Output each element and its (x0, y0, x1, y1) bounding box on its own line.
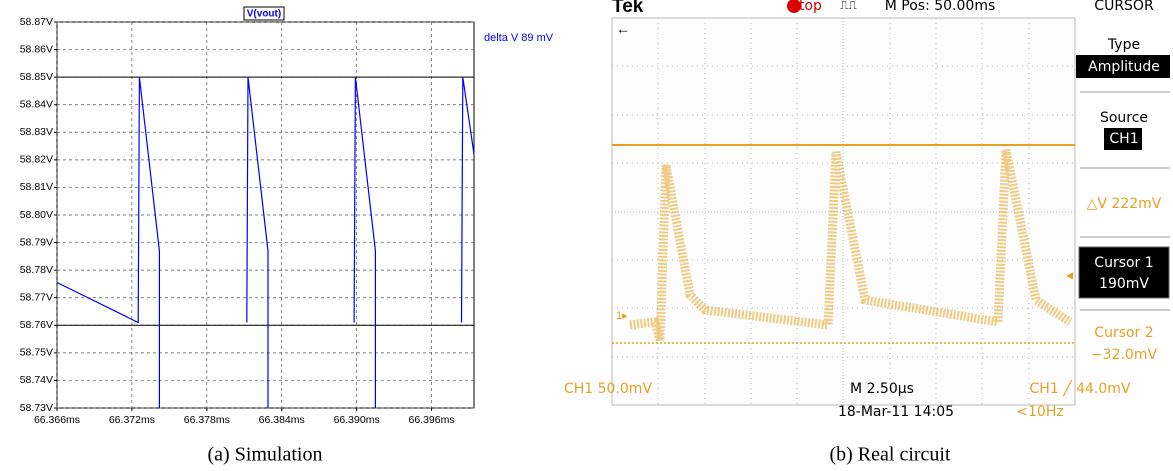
y-tick-label: 58.85V (20, 71, 53, 83)
trigger-pos-marker: ← (616, 21, 630, 37)
menu-value: CH1 (1109, 131, 1138, 147)
y-tick-label: 58.75V (20, 347, 53, 359)
y-tick-label: 58.77V (20, 291, 53, 303)
x-tick-label: 66.384ms (259, 414, 305, 426)
y-tick-label: 58.74V (20, 374, 53, 386)
menu-label: Source (1100, 110, 1148, 126)
menu-title: CURSOR (1094, 0, 1154, 14)
menu-delta: △V 222mV (1087, 196, 1162, 212)
timebase: M 2.50µs (850, 381, 914, 397)
menu-value: −32.0mV (1091, 347, 1158, 363)
acq-icon: ⎍⎍ (840, 0, 857, 12)
y-tick-label: 58.73V (20, 402, 53, 414)
annotation: delta V 89 mV (484, 32, 554, 44)
figure: 1▸ ◂ ← ⎍⎍ Tek Stop M Pos: 50.00ms CURSOR… (0, 0, 1173, 471)
x-tick-label: 66.390ms (334, 414, 380, 426)
caption: (b) Real circuit (829, 444, 950, 466)
menu-label: Cursor 2 (1094, 325, 1153, 341)
menu-label: Type (1107, 37, 1140, 53)
scope-brand: Tek (612, 0, 644, 17)
y-tick-label: 58.86V (20, 43, 53, 55)
y-tick-label: 58.79V (20, 236, 53, 248)
scope-state: Stop (790, 0, 822, 14)
y-tick-label: 58.87V (20, 16, 53, 28)
y-tick-label: 58.82V (20, 154, 53, 166)
date: 18-Mar-11 14:05 (838, 404, 954, 420)
freq: <10Hz (1016, 404, 1063, 420)
y-tick-label: 58.83V (20, 126, 53, 138)
x-tick-label: 66.396ms (408, 414, 454, 426)
menu-label: Cursor 1 (1094, 255, 1153, 271)
x-tick-label: 66.372ms (109, 414, 155, 426)
y-tick-label: 58.76V (20, 319, 53, 331)
scope-mpos: M Pos: 50.00ms (885, 0, 996, 14)
y-tick-label: 58.81V (20, 181, 53, 193)
y-tick-label: 58.80V (20, 209, 53, 221)
caption: (a) Simulation (208, 444, 323, 466)
y-tick-label: 58.84V (20, 98, 53, 110)
cursor-marker: ◂ (1066, 267, 1073, 283)
y-tick-label: 58.78V (20, 264, 53, 276)
menu-value: 190mV (1099, 276, 1149, 292)
ch1-scale: CH1 50.0mV (564, 381, 652, 397)
ch1-marker: 1▸ (616, 310, 628, 322)
trigger: CH1 ╱ 44.0mV (1030, 380, 1131, 397)
chart-title: V(vout) (247, 9, 281, 20)
x-tick-label: 66.378ms (184, 414, 230, 426)
menu-value: Amplitude (1088, 59, 1160, 75)
x-tick-label: 66.366ms (34, 414, 80, 426)
